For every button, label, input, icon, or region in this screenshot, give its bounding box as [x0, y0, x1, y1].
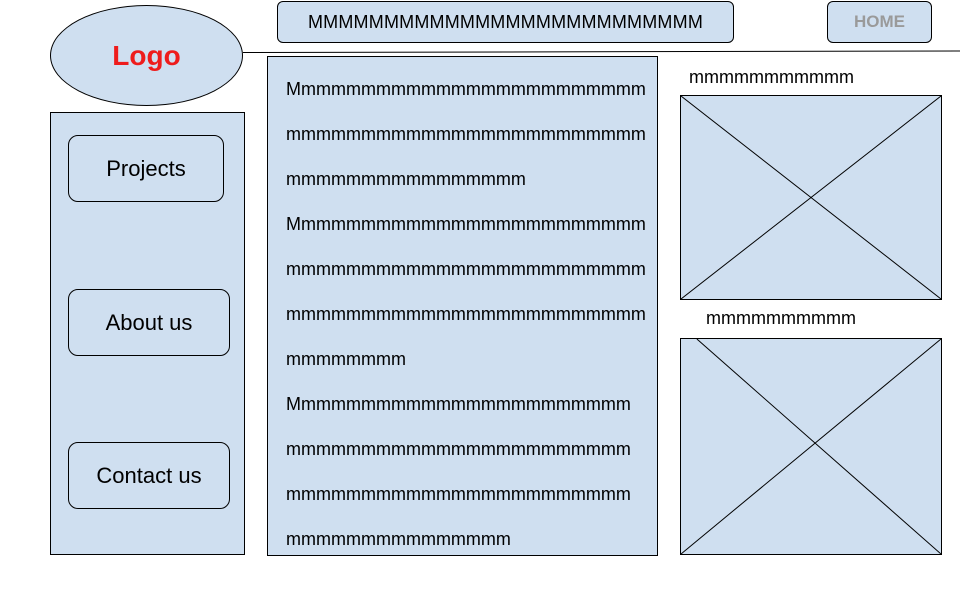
image-placeholder — [680, 95, 942, 300]
sidebar-item-label: Contact us — [96, 462, 202, 488]
sidebar-item-projects[interactable]: Projects — [68, 135, 224, 202]
content-line: Mmmmmmmmmmmmmmmmmmmmmmmm — [286, 214, 646, 234]
content-line: Mmmmmmmmmmmmmmmmmmmmmmm — [286, 394, 631, 414]
content-line: mmmmmmmmmmmmmmmmmmmmmmm — [286, 484, 631, 504]
home-button-label: HOME — [854, 12, 905, 31]
banner-text: MMMMMMMMMMMMMMMMMMMMMMMMMM — [307, 11, 704, 32]
content-line: mmmmmmmm — [286, 349, 406, 369]
content-line: mmmmmmmmmmmmmmmmmmmmmmm — [286, 439, 631, 459]
image-placeholder-icon — [681, 96, 941, 299]
content-line: mmmmmmmmmmmmmmmm — [286, 169, 526, 189]
image-placeholder — [680, 338, 942, 555]
content-line: mmmmmmmmmmmmmmmmmmmmmmmm — [286, 259, 646, 279]
image-placeholder-icon — [681, 339, 941, 554]
logo-text: Logo — [112, 39, 181, 71]
sidebar-item-contact-us[interactable]: Contact us — [68, 442, 230, 509]
header-divider — [242, 50, 960, 53]
sidebar-item-label: Projects — [106, 155, 186, 181]
home-button[interactable]: HOME — [827, 1, 932, 43]
content-line: mmmmmmmmmmmmmmm — [286, 529, 511, 549]
image-caption: mmmmmmmmmmm — [689, 67, 854, 87]
top-banner: MMMMMMMMMMMMMMMMMMMMMMMMMM — [277, 1, 734, 43]
image-caption: mmmmmmmmmm — [706, 308, 856, 328]
content-text-block: Mmmmmmmmmmmmmmmmmmmmmmmm mmmmmmmmmmmmmmm… — [286, 77, 646, 572]
sidebar-item-label: About us — [105, 309, 193, 335]
main-content: Mmmmmmmmmmmmmmmmmmmmmmmm mmmmmmmmmmmmmmm… — [267, 56, 658, 556]
content-line: Mmmmmmmmmmmmmmmmmmmmmmmm — [286, 79, 646, 99]
content-line: mmmmmmmmmmmmmmmmmmmmmmmm — [286, 304, 646, 324]
content-line: mmmmmmmmmmmmmmmmmmmmmmmm — [286, 124, 646, 144]
sidebar-item-about-us[interactable]: About us — [68, 289, 230, 356]
logo[interactable]: Logo — [50, 5, 243, 106]
